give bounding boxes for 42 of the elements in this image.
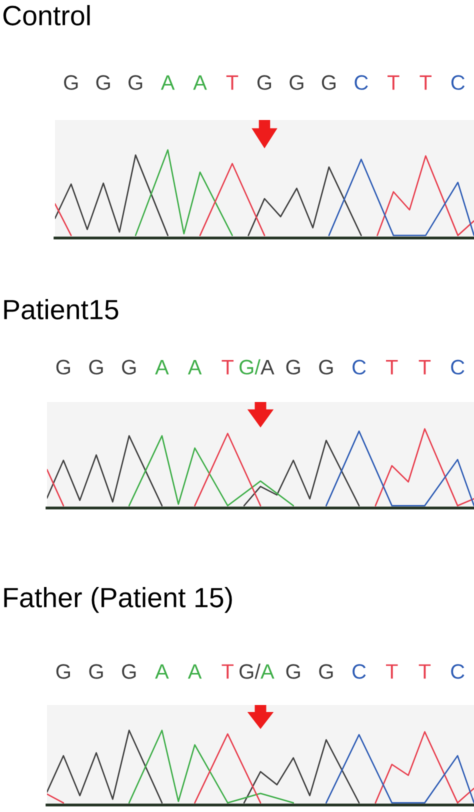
x-tick-label: G <box>319 664 333 679</box>
x-tick-label: G <box>257 75 272 90</box>
x-tick-label: A <box>188 360 202 374</box>
x-tick-label: C <box>354 75 368 90</box>
x-tick-label: T <box>222 664 234 679</box>
x-tick-label: G <box>89 360 103 375</box>
x-tick-label: G/A <box>240 664 274 679</box>
x-tick-label: C <box>352 360 366 375</box>
chart-title: Patient15 <box>4 299 118 320</box>
x-tick-label: C <box>451 75 465 90</box>
x-tick-label: G <box>319 360 333 375</box>
x-tick-label: G <box>128 75 142 90</box>
x-tick-label: C <box>451 360 464 375</box>
x-tick-label: G <box>56 360 70 375</box>
x-tick-label: T <box>388 75 400 90</box>
x-tick-label: G <box>322 75 336 90</box>
x-tick-label: T <box>420 75 432 90</box>
x-tick-label: A <box>193 75 207 90</box>
x-tick-label: G <box>89 664 103 679</box>
x-tick-label: T <box>418 360 431 374</box>
x-tick-label: G <box>96 75 110 90</box>
x-tick-label: A <box>188 664 202 679</box>
x-tick-label: T <box>386 664 398 679</box>
x-tick-label: T <box>226 75 238 90</box>
x-tick-label: G <box>122 360 136 375</box>
x-tick-label: A <box>155 360 169 374</box>
x-tick-label: T <box>222 360 234 374</box>
x-tick-label: G <box>56 664 70 679</box>
x-tick-label: C <box>451 664 464 679</box>
x-tick-label: C <box>352 664 366 679</box>
x-tick-label: A <box>155 664 169 679</box>
x-tick-label: T <box>418 664 431 679</box>
chart-title: Control <box>3 5 90 26</box>
x-tick-label: G <box>64 75 78 90</box>
x-tick-label: G <box>286 360 300 375</box>
chart-title: Father (Patient 15) <box>4 587 232 613</box>
x-tick-label: G <box>286 664 300 679</box>
x-tick-label: G <box>122 664 136 679</box>
x-tick-label: G <box>290 75 304 90</box>
x-tick-label: G/A <box>240 359 274 375</box>
x-tick-label: A <box>160 75 175 90</box>
x-tick-label: T <box>386 360 398 374</box>
